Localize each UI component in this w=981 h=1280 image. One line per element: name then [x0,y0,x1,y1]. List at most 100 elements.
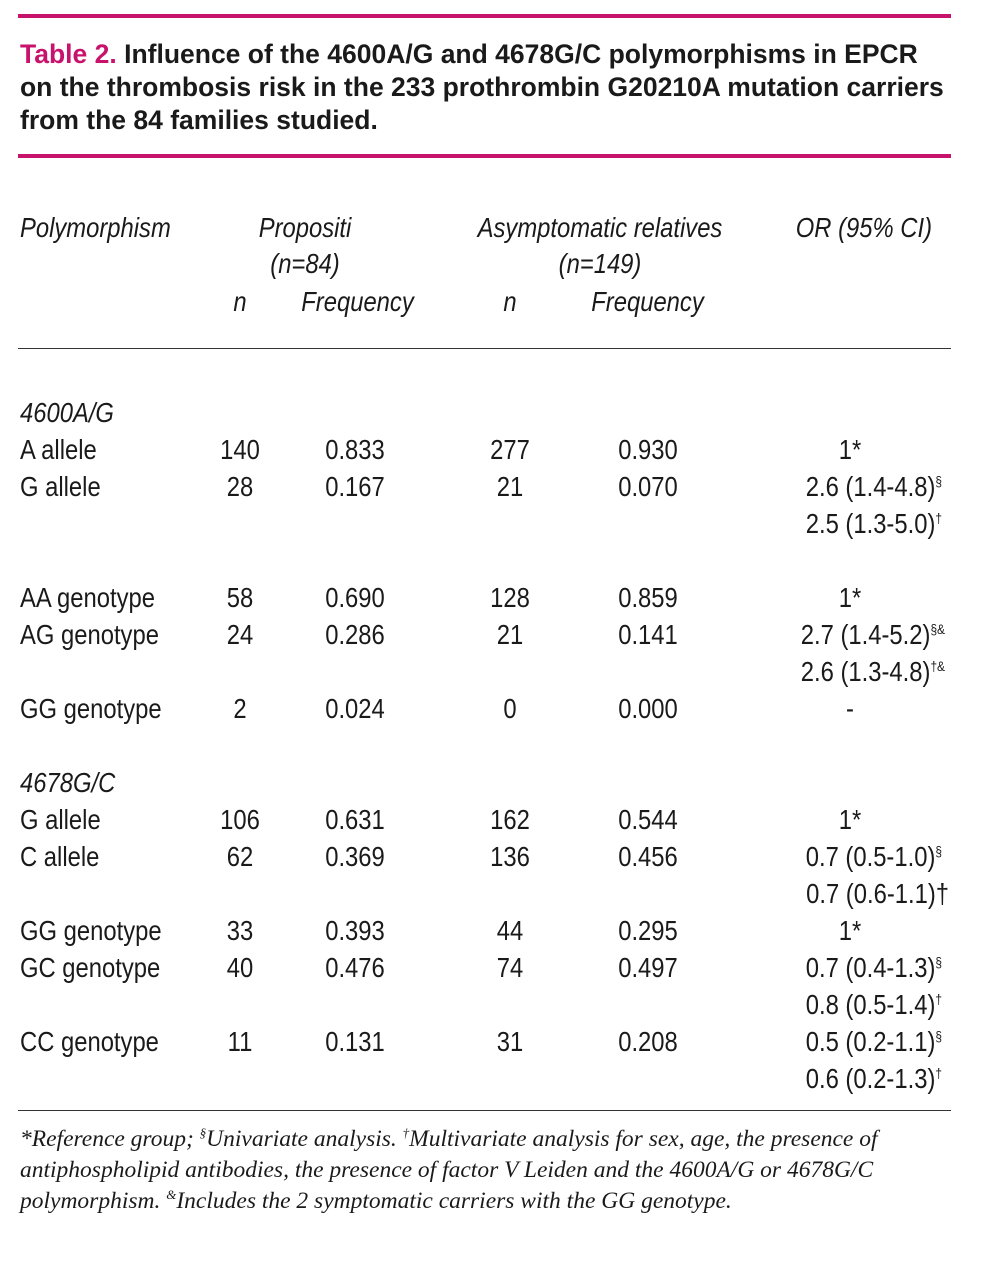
row-n-asymptomatic: 136 [490,841,530,872]
row-label: G allele [20,471,101,502]
row-n-propositi: 58 [226,582,254,613]
footnote-part: Includes the 2 symptomatic carriers with… [176,1188,732,1214]
or-value: 2.7 (1.4-5.2) [800,619,931,650]
or-footnote-mark: § [935,843,942,859]
row-frequency-propositi: 0.369 [325,841,385,872]
row-n-asymptomatic: 128 [490,582,530,613]
row-or: 2.6 (1.4-4.8)§ [736,471,942,503]
header-frequency-propositi: Frequency [301,286,414,317]
row-or: 1* [838,582,862,613]
header-asymptomatic-n: (n=149) [558,248,642,279]
or-footnote-mark: § [935,1028,942,1044]
row-frequency-asymptomatic: 0.544 [618,804,678,835]
or-value: 0.7 (0.5-1.0) [805,841,936,872]
top-accent-rule [18,14,951,18]
row-n-asymptomatic: 44 [496,915,524,946]
or-value: 2.6 (1.4-4.8) [805,471,936,502]
header-propositi-n: (n=84) [270,248,340,279]
row-label: CC genotype [20,1026,159,1057]
row-frequency-asymptomatic: 0.456 [618,841,678,872]
row-or: 0.5 (0.2-1.1)§ [736,1026,942,1058]
row-or: 1* [838,434,862,465]
row-frequency-asymptomatic: 0.208 [618,1026,678,1057]
table-label: Table 2. [20,39,117,69]
row-label: AA genotype [20,582,155,613]
footnote-part: Univariate analysis. [206,1126,403,1152]
row-n-asymptomatic: 277 [490,434,530,465]
header-polymorphism: Polymorphism [20,212,171,243]
row-label: G allele [20,804,101,835]
table-caption-text: Influence of the 4600A/G and 4678G/C pol… [20,39,944,135]
table-bottom-separator [18,1110,951,1111]
row-n-asymptomatic: 162 [490,804,530,835]
header-or: OR (95% CI) [795,212,932,243]
row-n-asymptomatic: 74 [496,952,524,983]
row-frequency-propositi: 0.024 [325,693,385,724]
row-label: AG genotype [20,619,159,650]
row-frequency-propositi: 0.286 [325,619,385,650]
row-n-asymptomatic: 21 [496,471,524,502]
header-n-asymptomatic: n [503,286,517,317]
row-n-asymptomatic: 21 [496,619,524,650]
row-n-propositi: 2 [233,693,247,724]
group-label-4678: 4678G/C [20,767,116,798]
row-or-adjusted: 0.7 (0.6-1.1)† [806,878,949,909]
row-frequency-asymptomatic: 0.497 [618,952,678,983]
row-frequency-asymptomatic: 0.141 [618,619,678,650]
row-frequency-propositi: 0.631 [325,804,385,835]
or-value: 2.5 (1.3-5.0) [805,508,936,539]
row-n-asymptomatic: 31 [496,1026,524,1057]
row-label: GC genotype [20,952,161,983]
or-value: 0.6 (0.2-1.3) [805,1063,936,1094]
or-footnote-mark: † [935,1065,942,1081]
header-separator [18,348,951,349]
footnote-mark: § [199,1125,207,1140]
row-label: GG genotype [20,915,162,946]
or-value: 2.6 (1.3-4.8) [800,656,931,687]
row-n-propositi: 28 [226,471,254,502]
row-or-adjusted: 2.6 (1.3-4.8)†& [737,656,945,688]
footnote-mark: & [166,1187,177,1202]
row-label: A allele [20,434,97,465]
or-footnote-mark: † [935,510,942,526]
or-footnote-mark: § [935,473,942,489]
table-footnote: *Reference group; §Univariate analysis. … [20,1124,955,1217]
row-or: 1* [838,915,862,946]
row-frequency-asymptomatic: 0.000 [618,693,678,724]
or-footnote-mark: § [935,954,942,970]
footnote-part: *Reference group; [20,1126,200,1152]
row-or-adjusted: 0.8 (0.5-1.4)† [736,989,942,1021]
row-frequency-propositi: 0.476 [325,952,385,983]
or-footnote-mark: §& [930,621,945,637]
row-frequency-asymptomatic: 0.930 [618,434,678,465]
or-value: 0.5 (0.2-1.1) [805,1026,936,1057]
row-frequency-asymptomatic: 0.859 [618,582,678,613]
row-or: 2.7 (1.4-5.2)§& [737,619,945,651]
row-n-propositi: 11 [227,1026,253,1057]
row-frequency-propositi: 0.833 [325,434,385,465]
or-footnote-mark: † [935,991,942,1007]
row-or: 0.7 (0.4-1.3)§ [736,952,942,984]
row-or: 0.7 (0.5-1.0)§ [736,841,942,873]
footnote-part: Multivariate analysis for sex, age, the … [20,1126,878,1214]
row-n-propositi: 62 [226,841,254,872]
or-value: 0.8 (0.5-1.4) [805,989,936,1020]
row-frequency-propositi: 0.690 [325,582,385,613]
row-n-propositi: 33 [226,915,254,946]
row-n-propositi: 140 [220,434,260,465]
row-label: C allele [20,841,100,872]
row-frequency-propositi: 0.131 [325,1026,385,1057]
row-or-adjusted: 2.5 (1.3-5.0)† [736,508,942,540]
row-n-asymptomatic: 0 [503,693,517,724]
row-frequency-asymptomatic: 0.070 [618,471,678,502]
table-caption: Table 2. Influence of the 4600A/G and 46… [20,38,955,137]
or-value: 0.7 (0.4-1.3) [805,952,936,983]
row-frequency-propositi: 0.167 [325,471,385,502]
row-n-propositi: 24 [226,619,254,650]
caption-bottom-rule [18,154,951,158]
header-propositi: Propositi [258,212,352,243]
header-asymptomatic: Asymptomatic relatives [477,212,723,243]
row-frequency-propositi: 0.393 [325,915,385,946]
header-n-propositi: n [233,286,247,317]
or-footnote-mark: †& [930,658,945,674]
